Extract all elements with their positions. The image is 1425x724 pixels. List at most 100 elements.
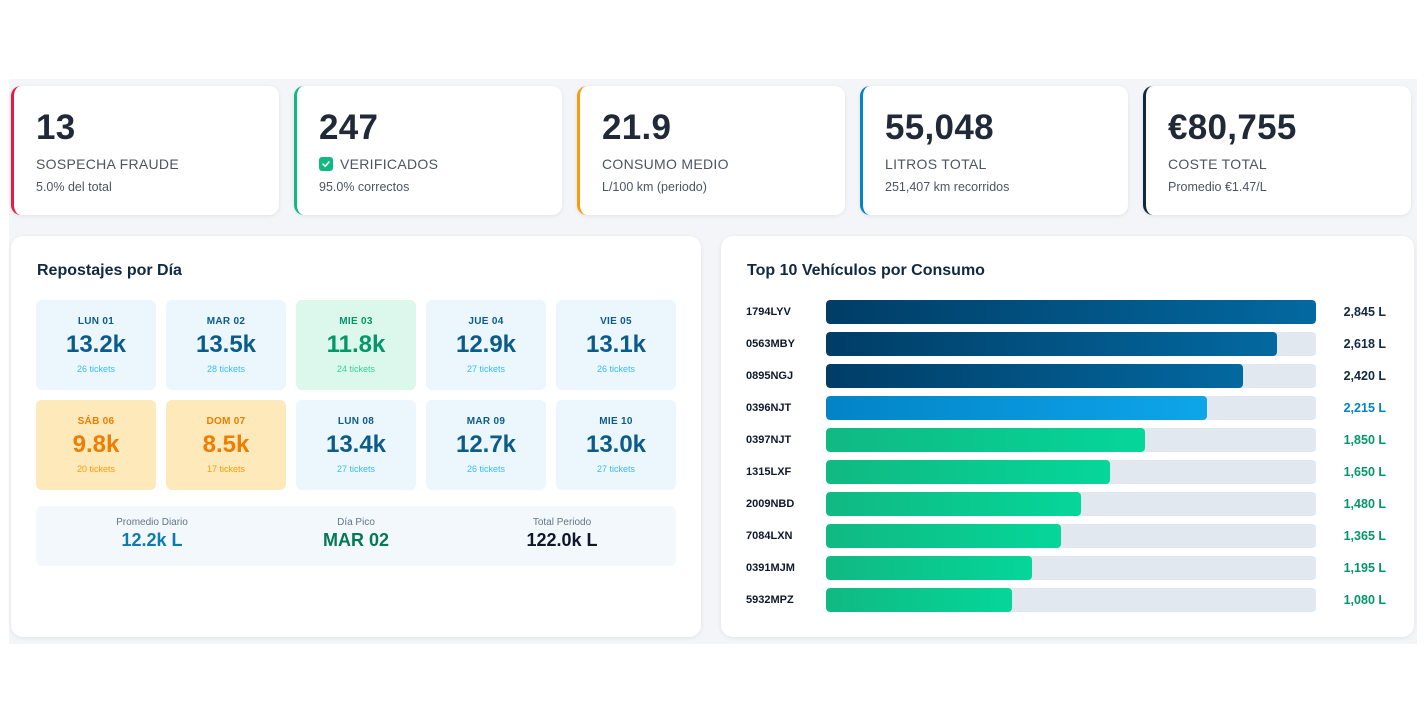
- day-liters: 12.9k: [455, 331, 517, 358]
- daily-summary: Promedio Diario 12.2k L Día Pico MAR 02 Tota…: [36, 506, 676, 566]
- kpi-label-row: SOSPECHA FRAUDE: [36, 156, 279, 172]
- vehicle-row[interactable]: 5932MPZ 1,080 L: [746, 588, 1386, 612]
- kpi-card: 247 VERIFICADOS 95.0% correctos: [294, 86, 562, 215]
- summary-stat: Promedio Diario 12.2k L: [52, 517, 252, 551]
- vehicle-row[interactable]: 0396NJT 2,215 L: [746, 396, 1386, 420]
- day-tickets: 17 tickets: [206, 464, 246, 474]
- day-tickets: 24 tickets: [336, 364, 376, 374]
- summary-label: Promedio Diario: [116, 517, 188, 528]
- kpi-subtext: 95.0% correctos: [319, 180, 410, 194]
- day-tickets: 28 tickets: [206, 364, 246, 374]
- day-tile[interactable]: MAR 09 12.7k 26 tickets: [426, 400, 546, 490]
- dashboard-canvas: 13 SOSPECHA FRAUDE 5.0% del total 247 VERIFI…: [9, 79, 1417, 644]
- day-tickets: 26 tickets: [596, 364, 636, 374]
- day-name: MIE 10: [599, 416, 633, 427]
- day-name: LUN 08: [337, 416, 375, 427]
- day-tile[interactable]: JUE 04 12.9k 27 tickets: [426, 300, 546, 390]
- kpi-subtext: L/100 km (periodo): [602, 180, 707, 194]
- consumption-bar-track: [826, 524, 1316, 548]
- vehicle-liters: 2,420 L: [1343, 369, 1386, 383]
- day-name: MAR 09: [466, 416, 506, 427]
- vehicle-liters: 2,215 L: [1343, 401, 1386, 415]
- consumption-bar-track: [826, 300, 1316, 324]
- vehicle-plate: 5932MPZ: [746, 594, 794, 606]
- summary-value: MAR 02: [322, 530, 389, 550]
- day-tile[interactable]: LUN 01 13.2k 26 tickets: [36, 300, 156, 390]
- vehicle-plate: 1315LXF: [746, 466, 792, 478]
- vehicle-plate: 1794LYV: [746, 306, 791, 318]
- vehicle-row[interactable]: 0895NGJ 2,420 L: [746, 364, 1386, 388]
- day-tile[interactable]: MIE 03 11.8k 24 tickets: [296, 300, 416, 390]
- day-tickets: 26 tickets: [466, 464, 506, 474]
- vehicle-plate: 0895NGJ: [746, 370, 794, 382]
- day-name: MAR 02: [206, 316, 246, 327]
- day-tile[interactable]: SÁB 06 9.8k 20 tickets: [36, 400, 156, 490]
- kpi-card: 55,048 LITROS TOTAL 251,407 km recorridos: [860, 86, 1128, 215]
- day-name: SÁB 06: [77, 416, 115, 427]
- consumption-bar: [826, 332, 1277, 356]
- vehicle-row[interactable]: 1794LYV 2,845 L: [746, 300, 1386, 324]
- vehicle-row[interactable]: 0397NJT 1,850 L: [746, 428, 1386, 452]
- kpi-value: 13: [36, 108, 76, 147]
- day-liters: 8.5k: [202, 431, 250, 458]
- kpi-value: 247: [319, 108, 379, 147]
- day-liters: 11.8k: [326, 331, 386, 358]
- vehicle-row[interactable]: 0563MBY 2,618 L: [746, 332, 1386, 356]
- summary-label: Total Periodo: [532, 517, 592, 528]
- kpi-label: VERIFICADOS: [340, 156, 439, 172]
- day-liters: 13.5k: [195, 331, 257, 358]
- kpi-label: LITROS TOTAL: [885, 156, 987, 172]
- day-tile[interactable]: MAR 02 13.5k 28 tickets: [166, 300, 286, 390]
- vehicle-row[interactable]: 0391MJM 1,195 L: [746, 556, 1386, 580]
- day-tile[interactable]: LUN 08 13.4k 27 tickets: [296, 400, 416, 490]
- kpi-label-row: CONSUMO MEDIO: [602, 156, 845, 172]
- daily-refuel-panel: Repostajes por Día LUN 01 13.2k 26 tickets…: [11, 236, 701, 637]
- vehicle-row[interactable]: 1315LXF 1,650 L: [746, 460, 1386, 484]
- vehicle-liters: 1,080 L: [1343, 593, 1386, 607]
- day-tile[interactable]: VIE 05 13.1k 26 tickets: [556, 300, 676, 390]
- summary-label: Día Pico: [337, 517, 375, 528]
- summary-stat: Día Pico MAR 02: [256, 517, 456, 551]
- consumption-bar-track: [826, 492, 1316, 516]
- summary-value: 122.0k L: [526, 530, 598, 550]
- day-tickets: 27 tickets: [466, 364, 506, 374]
- vehicle-liters: 1,195 L: [1343, 561, 1386, 575]
- check-icon: [319, 157, 333, 171]
- vehicle-liters: 1,365 L: [1343, 529, 1386, 543]
- consumption-bar: [826, 428, 1145, 452]
- summary-value: 12.2k L: [121, 530, 183, 550]
- kpi-value: 55,048: [885, 108, 994, 147]
- day-liters: 13.2k: [65, 331, 127, 358]
- consumption-bar-track: [826, 588, 1316, 612]
- kpi-subtext: 251,407 km recorridos: [885, 180, 1010, 194]
- day-tickets: 20 tickets: [76, 464, 116, 474]
- kpi-label: SOSPECHA FRAUDE: [36, 156, 179, 172]
- vehicle-plate: 0391MJM: [746, 562, 795, 574]
- vehicle-liters: 1,650 L: [1343, 465, 1386, 479]
- kpi-row: 13 SOSPECHA FRAUDE 5.0% del total 247 VERIFI…: [11, 86, 1413, 215]
- consumption-bar-track: [826, 556, 1316, 580]
- kpi-label-row: VERIFICADOS: [319, 156, 562, 172]
- vehicle-plate: 7084LXN: [746, 530, 793, 542]
- day-tile[interactable]: DOM 07 8.5k 17 tickets: [166, 400, 286, 490]
- vehicle-liters: 1,480 L: [1343, 497, 1386, 511]
- day-tickets: 27 tickets: [596, 464, 636, 474]
- day-tickets: 26 tickets: [76, 364, 116, 374]
- consumption-bar-track: [826, 332, 1316, 356]
- consumption-bar-track: [826, 460, 1316, 484]
- kpi-card: 21.9 CONSUMO MEDIO L/100 km (periodo): [577, 86, 845, 215]
- vehicle-row[interactable]: 2009NBD 1,480 L: [746, 492, 1386, 516]
- kpi-subtext: 5.0% del total: [36, 180, 112, 194]
- consumption-bar: [826, 364, 1243, 388]
- vehicle-plate: 0563MBY: [746, 338, 795, 350]
- consumption-bar-track: [826, 428, 1316, 452]
- kpi-label-row: LITROS TOTAL: [885, 156, 1128, 172]
- vehicle-row[interactable]: 7084LXN 1,365 L: [746, 524, 1386, 548]
- day-tile[interactable]: MIE 10 13.0k 27 tickets: [556, 400, 676, 490]
- consumption-bar-track: [826, 364, 1316, 388]
- consumption-bar: [826, 460, 1111, 484]
- vehicles-panel-title: Top 10 Vehículos por Consumo: [747, 262, 985, 279]
- kpi-subtext: Promedio €1.47/L: [1168, 180, 1267, 194]
- day-name: VIE 05: [600, 316, 632, 327]
- day-liters: 9.8k: [72, 431, 120, 458]
